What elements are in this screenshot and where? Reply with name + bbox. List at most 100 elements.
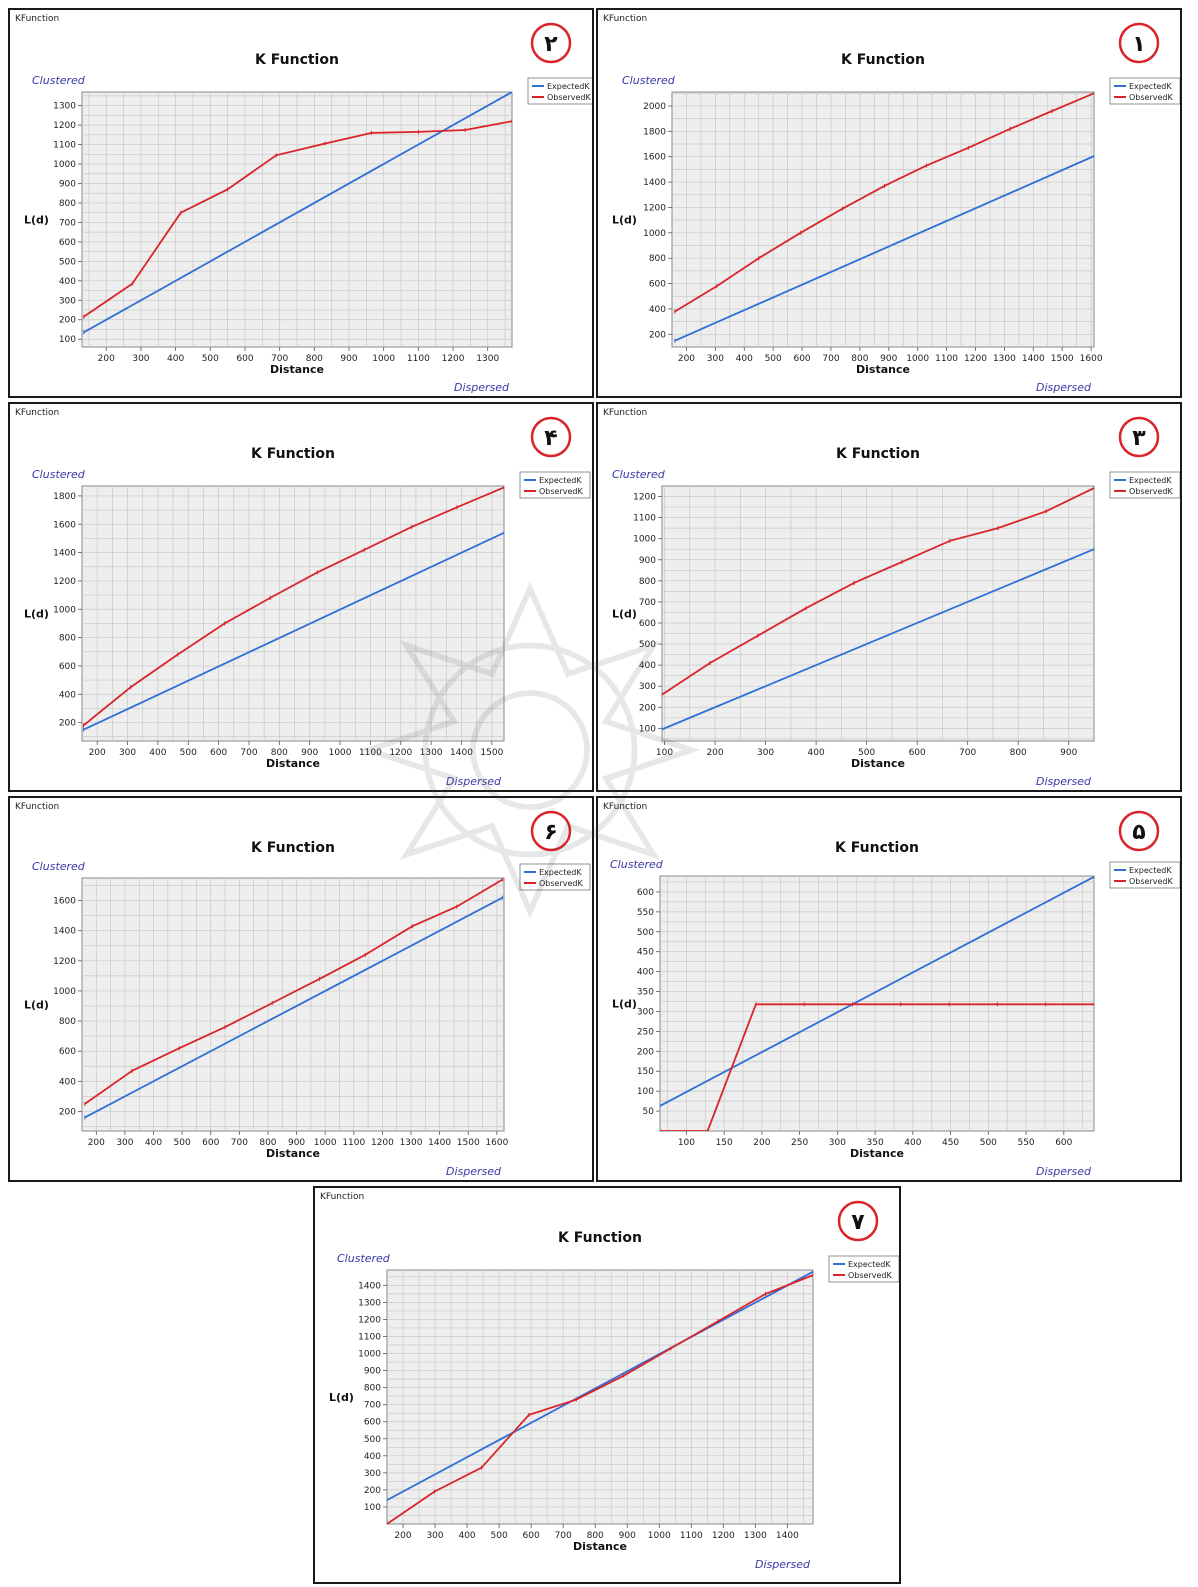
y-axis-label: L(d) bbox=[612, 608, 637, 621]
y-tick-label: 300 bbox=[637, 1007, 654, 1017]
y-axis-label: L(d) bbox=[24, 999, 49, 1012]
y-tick-label: 600 bbox=[59, 662, 76, 672]
x-tick-label: 450 bbox=[942, 1138, 959, 1148]
y-axis-label: L(d) bbox=[612, 998, 637, 1011]
legend-label-expected: ExpectedK bbox=[1129, 476, 1172, 485]
dispersed-label: Dispersed bbox=[1036, 381, 1092, 394]
x-tick-label: 1500 bbox=[1051, 354, 1074, 364]
series-line-expectedk bbox=[662, 548, 1094, 731]
x-tick-label: 200 bbox=[89, 748, 106, 758]
y-tick-label: 200 bbox=[649, 330, 666, 340]
y-tick-label: 1000 bbox=[53, 987, 76, 997]
x-tick-label: 150 bbox=[716, 1138, 733, 1148]
x-tick-label: 100 bbox=[656, 748, 673, 758]
legend-box bbox=[1109, 77, 1180, 105]
legend-box bbox=[519, 863, 591, 891]
x-tick-label: 600 bbox=[236, 354, 253, 364]
series-line-expectedk bbox=[83, 531, 504, 731]
series-line-expectedk bbox=[387, 1270, 813, 1501]
y-tick-label: 50 bbox=[643, 1107, 655, 1117]
chart-panel-2: KFunction K Function ۲ Clustered Dispersed 2… bbox=[8, 8, 594, 398]
legend-label-observed: ObservedK bbox=[547, 93, 591, 102]
badge-circle bbox=[530, 416, 572, 458]
x-tick-label: 1100 bbox=[935, 354, 958, 364]
badge-circle bbox=[1118, 22, 1160, 64]
badge-circle bbox=[837, 1200, 879, 1242]
x-tick-label: 600 bbox=[909, 748, 926, 758]
chart-title: K Function bbox=[836, 446, 920, 462]
y-tick-label: 500 bbox=[364, 1435, 381, 1445]
y-tick-label: 100 bbox=[637, 1087, 654, 1097]
badge-number: ۴ bbox=[544, 426, 557, 451]
y-tick-label: 1600 bbox=[53, 520, 76, 530]
window-title: KFunction bbox=[603, 802, 648, 812]
chart-title: K Function bbox=[835, 840, 919, 856]
x-tick-label: 500 bbox=[174, 1138, 191, 1148]
x-tick-label: 600 bbox=[523, 1531, 540, 1541]
y-tick-label: 200 bbox=[59, 719, 76, 729]
legend-box bbox=[519, 471, 591, 499]
legend-label-observed: ObservedK bbox=[1129, 487, 1173, 496]
y-tick-label: 400 bbox=[59, 277, 76, 287]
y-tick-label: 400 bbox=[639, 661, 656, 671]
x-tick-label: 1400 bbox=[450, 748, 473, 758]
clustered-label: Clustered bbox=[32, 74, 86, 87]
plot-area bbox=[671, 91, 1095, 348]
y-tick-label: 1400 bbox=[643, 178, 666, 188]
x-tick-label: 1600 bbox=[1080, 354, 1103, 364]
badge-number: ۱ bbox=[1132, 32, 1145, 57]
x-tick-label: 200 bbox=[678, 354, 695, 364]
window-title: KFunction bbox=[320, 1192, 365, 1202]
badge-number: ۶ bbox=[544, 820, 557, 845]
y-tick-label: 700 bbox=[364, 1401, 381, 1411]
y-tick-label: 300 bbox=[639, 682, 656, 692]
y-tick-label: 150 bbox=[637, 1067, 654, 1077]
x-tick-label: 800 bbox=[1010, 748, 1027, 758]
x-tick-label: 200 bbox=[706, 748, 723, 758]
x-axis-label: Distance bbox=[266, 1147, 320, 1160]
y-axis-label: L(d) bbox=[24, 214, 49, 227]
x-tick-label: 300 bbox=[707, 354, 724, 364]
x-tick-label: 600 bbox=[793, 354, 810, 364]
y-tick-label: 900 bbox=[364, 1367, 381, 1377]
legend-label-observed: ObservedK bbox=[1129, 93, 1173, 102]
y-tick-label: 1400 bbox=[358, 1281, 381, 1291]
y-tick-label: 100 bbox=[59, 335, 76, 345]
x-tick-label: 1200 bbox=[389, 748, 412, 758]
y-tick-label: 800 bbox=[649, 254, 666, 264]
x-tick-label: 1200 bbox=[712, 1531, 735, 1541]
x-tick-label: 300 bbox=[116, 1138, 133, 1148]
y-tick-label: 100 bbox=[639, 724, 656, 734]
y-tick-label: 250 bbox=[637, 1027, 654, 1037]
clustered-label: Clustered bbox=[612, 468, 666, 481]
y-tick-label: 1000 bbox=[643, 229, 666, 239]
badge-circle bbox=[1118, 810, 1160, 852]
y-tick-label: 1000 bbox=[633, 535, 656, 545]
y-tick-label: 1000 bbox=[53, 160, 76, 170]
y-axis-label: L(d) bbox=[24, 608, 49, 621]
legend-label-expected: ExpectedK bbox=[1129, 82, 1172, 91]
x-tick-label: 900 bbox=[1060, 748, 1077, 758]
x-tick-label: 1100 bbox=[359, 748, 382, 758]
x-tick-label: 1000 bbox=[314, 1138, 337, 1148]
x-tick-label: 500 bbox=[202, 354, 219, 364]
series-line-observedk bbox=[387, 1274, 813, 1524]
legend-label-expected: ExpectedK bbox=[1129, 866, 1172, 875]
x-tick-label: 900 bbox=[340, 354, 357, 364]
x-tick-label: 500 bbox=[858, 748, 875, 758]
series-line-expectedk bbox=[83, 92, 512, 334]
x-tick-label: 200 bbox=[98, 354, 115, 364]
chart-panel-7: KFunction K Function ۷ Clustered Dispersed 2… bbox=[313, 1186, 901, 1584]
x-tick-label: 500 bbox=[980, 1138, 997, 1148]
x-tick-label: 700 bbox=[271, 354, 288, 364]
y-tick-label: 200 bbox=[59, 316, 76, 326]
x-tick-label: 500 bbox=[180, 748, 197, 758]
y-tick-label: 800 bbox=[364, 1384, 381, 1394]
x-tick-label: 300 bbox=[426, 1531, 443, 1541]
clustered-label: Clustered bbox=[32, 860, 86, 873]
x-axis-label: Distance bbox=[851, 757, 905, 770]
chart-panel-6: KFunction K Function ۶ Clustered Dispersed 2… bbox=[8, 796, 594, 1182]
y-tick-label: 900 bbox=[639, 556, 656, 566]
chart-panel-3: KFunction K Function ۳ Clustered Dispersed 1… bbox=[596, 402, 1182, 792]
x-tick-label: 1300 bbox=[476, 354, 499, 364]
